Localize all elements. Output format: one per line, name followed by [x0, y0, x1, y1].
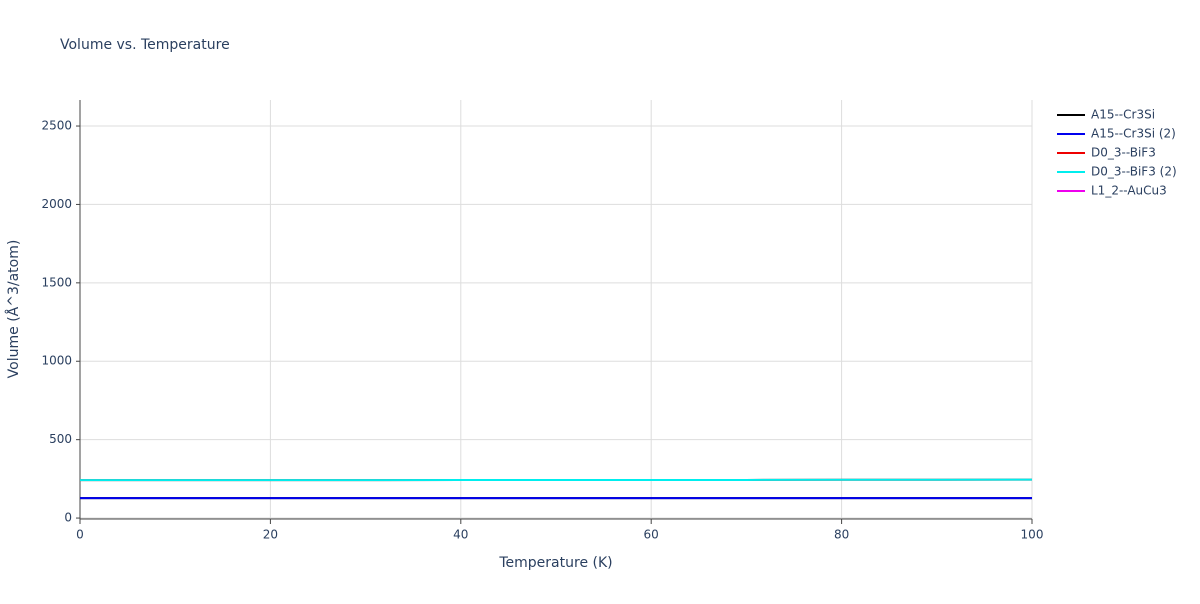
- y-tick-label: 2500: [41, 119, 72, 133]
- x-tick-label: 20: [263, 528, 278, 542]
- x-tick-label: 40: [453, 528, 468, 542]
- x-axis-label: Temperature (K): [498, 555, 612, 571]
- x-tick-label: 100: [1021, 528, 1044, 542]
- y-tick-label: 500: [49, 432, 72, 446]
- y-tick-label: 0: [64, 511, 72, 525]
- legend-label: A15--Cr3Si (2): [1091, 127, 1176, 141]
- y-tick-label: 1500: [41, 275, 72, 289]
- y-tick-label: 2000: [41, 197, 72, 211]
- x-tick-label: 80: [834, 528, 849, 542]
- legend-label: D0_3--BiF3 (2): [1091, 165, 1177, 179]
- legend-label: L1_2--AuCu3: [1091, 184, 1167, 198]
- y-axis-label: Volume (Å^3/atom): [5, 240, 22, 379]
- x-tick-label: 0: [76, 528, 84, 542]
- legend-label: D0_3--BiF3: [1091, 146, 1156, 160]
- y-tick-label: 1000: [41, 354, 72, 368]
- x-tick-label: 60: [644, 528, 659, 542]
- chart-title: Volume vs. Temperature: [60, 37, 230, 53]
- legend-label: A15--Cr3Si: [1091, 108, 1155, 122]
